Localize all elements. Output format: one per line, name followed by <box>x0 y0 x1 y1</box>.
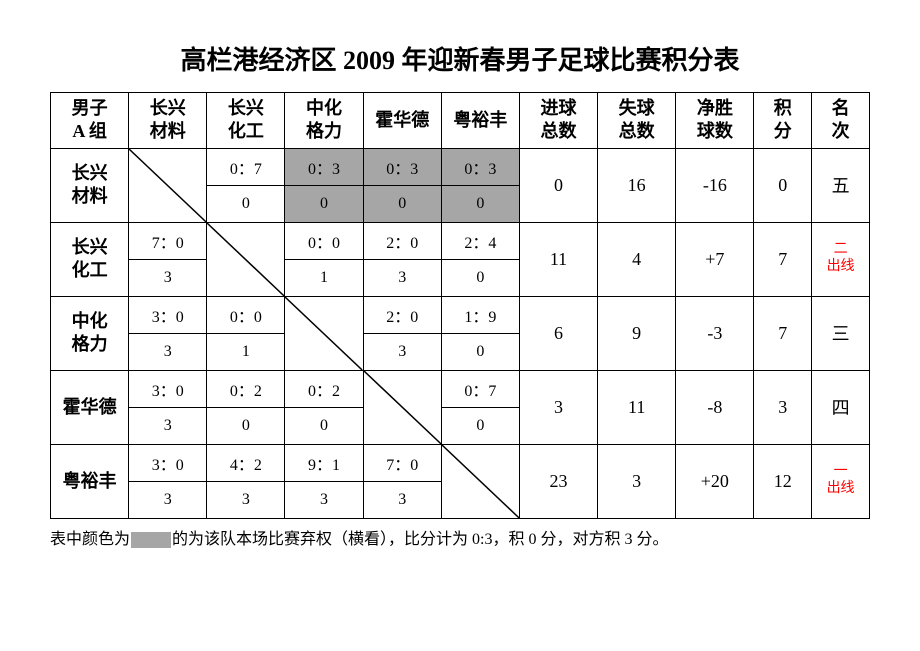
rank-cell: 四 <box>812 370 870 444</box>
points-cell: 0 <box>441 185 519 222</box>
stat-ga: 9 <box>598 296 676 370</box>
rank-cell: 二出线 <box>812 222 870 296</box>
diagonal-cell <box>129 148 207 222</box>
score-cell: 2：0 <box>363 222 441 259</box>
score-cell: 0：0 <box>285 222 363 259</box>
diagonal-cell <box>207 222 285 296</box>
team-name: 长兴材料 <box>51 148 129 222</box>
page-title: 高栏港经济区 2009 年迎新春男子足球比赛积分表 <box>50 40 870 77</box>
stat-header: 进球总数 <box>519 93 597 149</box>
stat-ga: 11 <box>598 370 676 444</box>
opponent-header: 中化格力 <box>285 93 363 149</box>
score-cell: 0：3 <box>285 148 363 185</box>
score-cell: 4：2 <box>207 444 285 481</box>
stat-gd: +20 <box>676 444 754 518</box>
score-cell: 9：1 <box>285 444 363 481</box>
points-cell: 1 <box>207 333 285 370</box>
stat-gf: 11 <box>519 222 597 296</box>
score-cell: 7：0 <box>129 222 207 259</box>
stat-pts: 7 <box>754 296 812 370</box>
team-name: 中化格力 <box>51 296 129 370</box>
stat-ga: 3 <box>598 444 676 518</box>
points-cell: 3 <box>129 333 207 370</box>
diagonal-cell <box>441 444 519 518</box>
points-cell: 3 <box>129 259 207 296</box>
stat-header: 失球总数 <box>598 93 676 149</box>
group-label: 男子A 组 <box>51 93 129 149</box>
points-cell: 0 <box>441 259 519 296</box>
score-cell: 0：0 <box>207 296 285 333</box>
score-cell: 3：0 <box>129 444 207 481</box>
team-name: 长兴化工 <box>51 222 129 296</box>
points-cell: 3 <box>207 481 285 518</box>
team-name: 霍华德 <box>51 370 129 444</box>
points-cell: 3 <box>285 481 363 518</box>
stat-gd: -3 <box>676 296 754 370</box>
stat-gf: 3 <box>519 370 597 444</box>
points-cell: 3 <box>363 481 441 518</box>
score-cell: 2：4 <box>441 222 519 259</box>
points-cell: 0 <box>207 185 285 222</box>
footnote-post: 的为该队本场比赛弃权（横看），比分计为 0:3，积 0 分，对方积 3 分。 <box>172 531 668 548</box>
points-cell: 0 <box>441 407 519 444</box>
stat-pts: 0 <box>754 148 812 222</box>
stat-header: 净胜球数 <box>676 93 754 149</box>
opponent-header: 长兴材料 <box>129 93 207 149</box>
points-cell: 0 <box>285 407 363 444</box>
points-cell: 0 <box>363 185 441 222</box>
points-cell: 3 <box>129 407 207 444</box>
opponent-header: 霍华德 <box>363 93 441 149</box>
score-cell: 0：2 <box>285 370 363 407</box>
stat-ga: 4 <box>598 222 676 296</box>
stat-pts: 3 <box>754 370 812 444</box>
stat-gf: 6 <box>519 296 597 370</box>
stat-gf: 23 <box>519 444 597 518</box>
diagonal-cell <box>363 370 441 444</box>
score-cell: 2：0 <box>363 296 441 333</box>
opponent-header: 长兴化工 <box>207 93 285 149</box>
points-cell: 0 <box>207 407 285 444</box>
rank-cell: 五 <box>812 148 870 222</box>
rank-cell: 三 <box>812 296 870 370</box>
stat-header: 名次 <box>812 93 870 149</box>
points-cell: 0 <box>285 185 363 222</box>
score-cell: 0：2 <box>207 370 285 407</box>
stat-pts: 12 <box>754 444 812 518</box>
score-cell: 3：0 <box>129 370 207 407</box>
stat-gf: 0 <box>519 148 597 222</box>
stat-header: 积分 <box>754 93 812 149</box>
footnote-pre: 表中颜色为 <box>50 531 130 548</box>
points-cell: 3 <box>363 259 441 296</box>
score-cell: 1：9 <box>441 296 519 333</box>
points-cell: 1 <box>285 259 363 296</box>
stat-gd: -16 <box>676 148 754 222</box>
opponent-header: 粤裕丰 <box>441 93 519 149</box>
rank-cell: 一出线 <box>812 444 870 518</box>
diagonal-cell <box>285 296 363 370</box>
stat-pts: 7 <box>754 222 812 296</box>
footnote: 表中颜色为 的为该队本场比赛弃权（横看），比分计为 0:3，积 0 分，对方积 3… <box>50 525 870 549</box>
points-cell: 0 <box>441 333 519 370</box>
score-cell: 0：3 <box>363 148 441 185</box>
stat-gd: -8 <box>676 370 754 444</box>
score-cell: 3：0 <box>129 296 207 333</box>
points-cell: 3 <box>363 333 441 370</box>
stat-ga: 16 <box>598 148 676 222</box>
stat-gd: +7 <box>676 222 754 296</box>
forfeit-swatch <box>131 532 171 548</box>
points-cell: 3 <box>129 481 207 518</box>
standings-table: 男子A 组长兴材料长兴化工中化格力霍华德粤裕丰进球总数失球总数净胜球数积分名次长… <box>50 92 870 519</box>
score-cell: 0：7 <box>207 148 285 185</box>
score-cell: 0：7 <box>441 370 519 407</box>
score-cell: 7：0 <box>363 444 441 481</box>
team-name: 粤裕丰 <box>51 444 129 518</box>
score-cell: 0：3 <box>441 148 519 185</box>
